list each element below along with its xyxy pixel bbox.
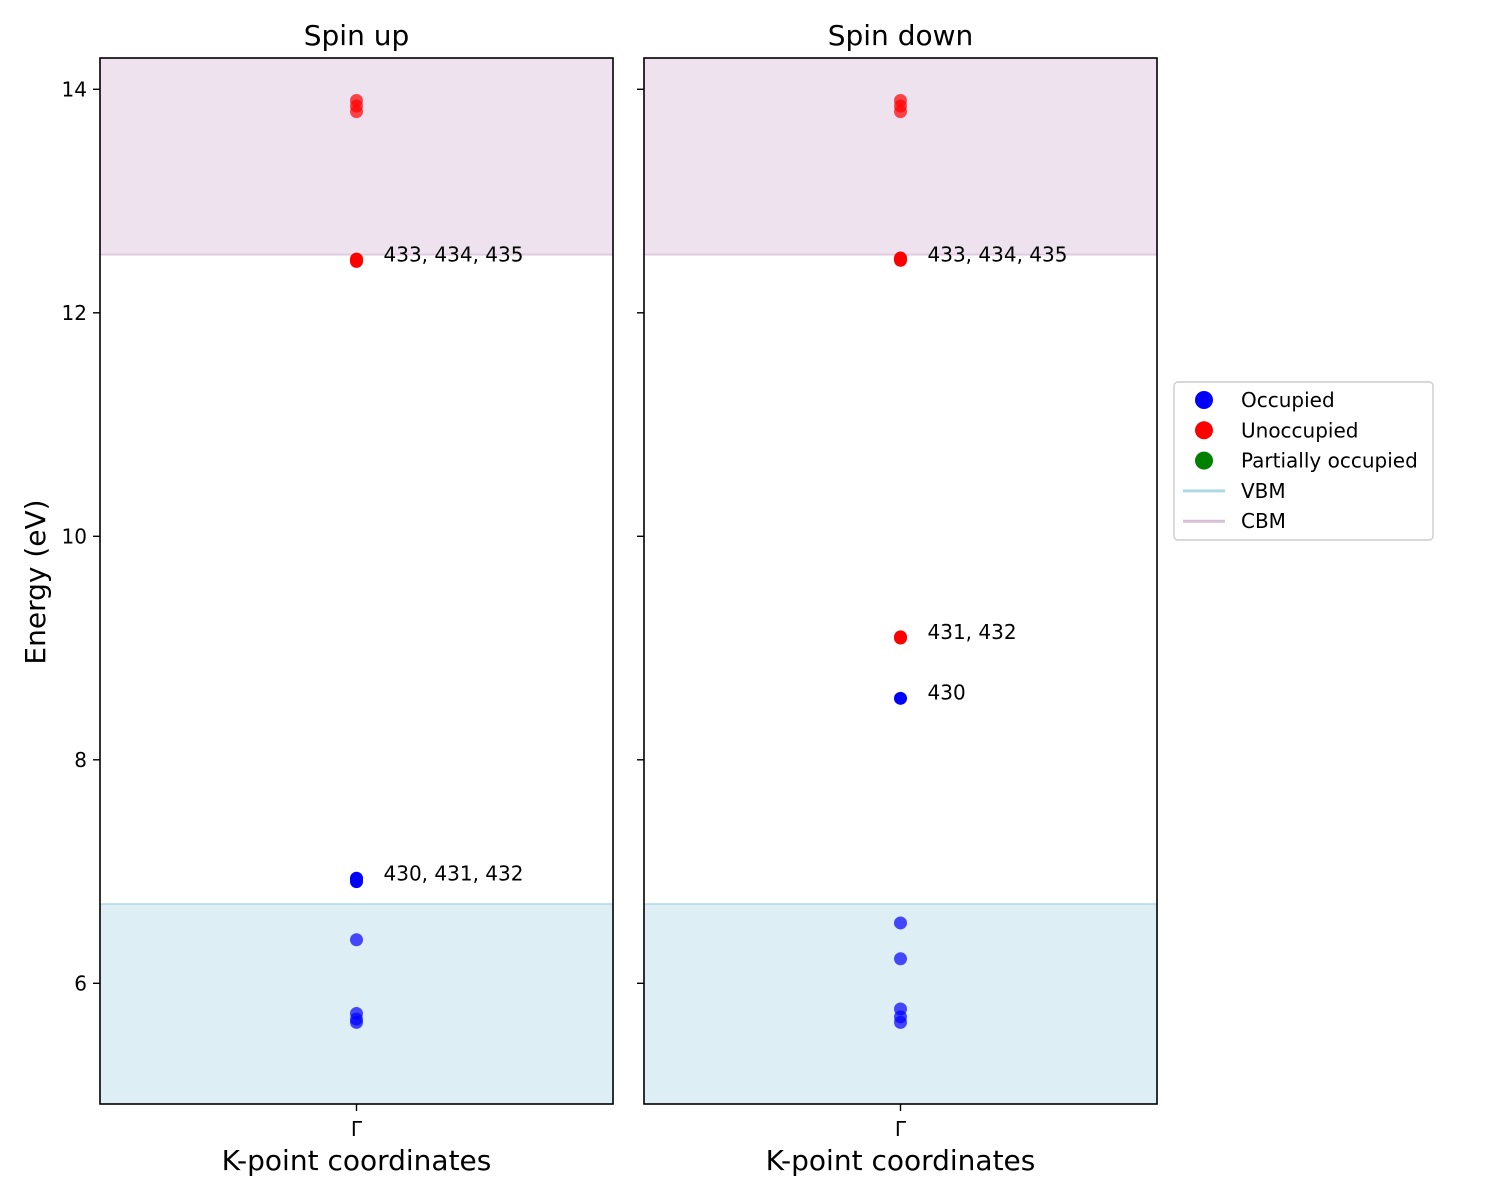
panel-spin-down: 430 431, 432 433, 434, 435 Γ K-point coordin… [637,19,1158,1177]
band-index-annotation: 433, 434, 435 [928,242,1068,266]
data-point-unoccupied [894,630,907,644]
legend-frame [1173,381,1434,541]
legend-marker [1195,451,1213,470]
data-point-occupied [894,1002,907,1016]
y-tick-label: 6 [74,971,87,995]
x-axis-label: K-point coordinates [222,1144,492,1177]
data-point-occupied [350,871,363,885]
y-tick-label: 14 [62,77,87,101]
band-index-annotation: 430 [928,680,966,704]
band-index-annotation: 431, 432 [928,620,1017,644]
legend-label: CBM [1241,509,1286,533]
band-index-annotation: 433, 434, 435 [384,242,524,266]
data-point-occupied [894,691,907,705]
legend-label: VBM [1241,479,1286,503]
legend-label: Unoccupied [1241,418,1358,442]
data-point-occupied [350,933,363,947]
y-tick-label: 8 [74,748,87,772]
y-tick-label: 10 [62,524,87,548]
band-index-annotation: 430, 431, 432 [384,861,524,885]
x-axis-label: K-point coordinates [766,1144,1036,1177]
y-axis-label: Energy (eV) [19,499,52,664]
cbm-band [100,58,613,255]
data-point-unoccupied [894,93,907,107]
data-point-unoccupied [350,252,363,266]
cbm-band [644,58,1157,255]
legend-marker [1195,421,1213,440]
legend-marker [1195,391,1213,409]
data-point-unoccupied [350,93,363,107]
x-tick-label: Γ [351,1117,363,1141]
panels: 430, 431, 432 433, 434, 435 6 8 10 12 14 Γ K-poi… [62,19,1158,1177]
panel-title: Spin down [828,19,974,52]
data-point-occupied [350,1006,363,1020]
legend: Occupied Unoccupied Partially occupied VBM C… [1173,381,1434,541]
data-point-unoccupied [894,251,907,265]
legend-label: Occupied [1241,388,1335,412]
data-point-occupied [894,952,907,966]
legend-label: Partially occupied [1241,449,1418,473]
data-point-occupied [894,916,907,930]
y-tick-label: 12 [62,301,87,325]
panel-title: Spin up [304,19,410,52]
x-tick-label: Γ [895,1117,907,1141]
panel-spin-up: 430, 431, 432 433, 434, 435 6 8 10 12 14 Γ K-poi… [62,19,614,1177]
